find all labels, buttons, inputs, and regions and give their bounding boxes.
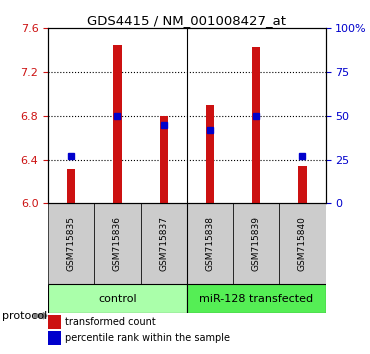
Bar	[48, 315, 61, 329]
Bar	[48, 331, 61, 345]
Bar	[94, 203, 141, 285]
Text: GSM715836: GSM715836	[113, 216, 122, 272]
Bar	[67, 169, 75, 203]
Text: control: control	[98, 293, 137, 303]
Text: GSM715838: GSM715838	[205, 216, 215, 272]
Bar	[279, 203, 326, 285]
Text: protocol: protocol	[2, 311, 47, 321]
Bar	[159, 116, 168, 203]
Text: GSM715839: GSM715839	[252, 216, 261, 272]
Bar	[233, 203, 279, 285]
Text: miR-128 transfected: miR-128 transfected	[199, 293, 313, 303]
Bar	[48, 203, 94, 285]
Bar	[141, 203, 187, 285]
Bar	[113, 45, 122, 203]
Bar	[48, 285, 187, 313]
Text: GSM715835: GSM715835	[67, 216, 76, 272]
Bar	[252, 47, 260, 203]
Bar	[298, 166, 307, 203]
Text: GSM715840: GSM715840	[298, 216, 307, 271]
Bar	[187, 285, 326, 313]
Text: transformed count: transformed count	[65, 317, 155, 327]
Text: percentile rank within the sample: percentile rank within the sample	[65, 333, 230, 343]
Bar	[187, 203, 233, 285]
Title: GDS4415 / NM_001008427_at: GDS4415 / NM_001008427_at	[87, 14, 286, 27]
Bar	[206, 105, 214, 203]
Text: GSM715837: GSM715837	[159, 216, 168, 272]
